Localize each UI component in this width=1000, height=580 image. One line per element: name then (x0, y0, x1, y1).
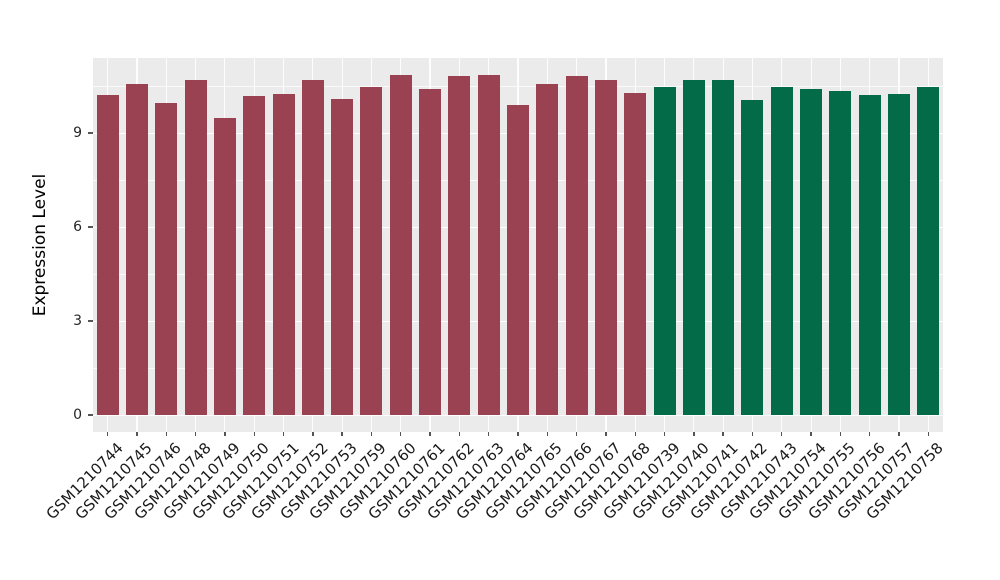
y-tick (88, 320, 93, 322)
bar-GSM1210748 (184, 79, 207, 415)
x-tick (253, 432, 255, 436)
y-tick-label: 6 (73, 219, 82, 236)
bar-GSM1210741 (712, 79, 735, 415)
bar-GSM1210750 (243, 96, 266, 415)
x-tick (693, 432, 695, 436)
bar-GSM1210763 (477, 74, 500, 415)
x-tick (224, 432, 226, 436)
x-tick (869, 432, 871, 436)
x-tick (517, 432, 519, 436)
bar-GSM1210746 (155, 103, 178, 415)
bar-GSM1210759 (360, 86, 383, 415)
x-tick (370, 432, 373, 436)
x-tick (605, 432, 607, 436)
y-tick-label: 9 (73, 125, 82, 142)
bar-GSM1210752 (301, 79, 324, 415)
bar-GSM1210756 (858, 95, 881, 415)
x-tick (898, 432, 900, 436)
bar-GSM1210740 (682, 80, 705, 415)
y-axis-title: Expression Level (30, 173, 50, 317)
x-tick (839, 432, 842, 436)
x-tick (282, 432, 285, 436)
major-gridline (93, 415, 943, 417)
x-tick (487, 432, 490, 436)
bar-GSM1210742 (741, 99, 764, 415)
bar-GSM1210762 (448, 76, 471, 415)
bar-GSM1210755 (829, 90, 852, 415)
bar-GSM1210765 (536, 84, 559, 415)
x-tick (663, 432, 666, 436)
x-tick (429, 432, 431, 436)
x-tick (927, 432, 930, 436)
x-tick (106, 432, 109, 436)
bar-GSM1210757 (888, 93, 911, 415)
x-tick (546, 432, 548, 436)
x-tick (400, 432, 402, 436)
x-tick (751, 432, 754, 436)
bar-GSM1210766 (565, 75, 588, 415)
y-tick (88, 226, 93, 228)
x-tick (781, 432, 783, 436)
bar-GSM1210764 (507, 104, 529, 415)
bar-GSM1210743 (770, 86, 793, 415)
bar-GSM1210768 (624, 92, 647, 415)
x-tick (575, 432, 578, 436)
x-tick (458, 432, 461, 436)
bar-GSM1210744 (96, 95, 119, 415)
y-tick (88, 414, 93, 416)
y-tick-label: 3 (73, 313, 82, 329)
bar-GSM1210739 (653, 86, 676, 415)
x-tick (136, 432, 138, 436)
x-tick (722, 432, 724, 436)
y-tick-label: 0 (73, 407, 82, 423)
x-tick (312, 432, 314, 436)
bar-GSM1210761 (419, 88, 442, 415)
bar-GSM1210745 (125, 83, 148, 415)
plot-area (93, 58, 943, 432)
x-tick (810, 432, 812, 436)
bar-GSM1210754 (800, 89, 823, 415)
minor-gridline (93, 86, 943, 87)
bar-GSM1210751 (272, 94, 295, 415)
x-tick (634, 432, 636, 436)
bar-GSM1210749 (213, 118, 236, 415)
bar-GSM1210753 (331, 98, 354, 415)
x-tick (194, 432, 197, 436)
bar-GSM1210758 (917, 86, 940, 415)
bar-GSM1210767 (594, 80, 617, 415)
x-tick (165, 432, 167, 436)
bar-GSM1210760 (389, 74, 412, 415)
y-tick (88, 132, 93, 134)
x-tick (341, 432, 343, 436)
